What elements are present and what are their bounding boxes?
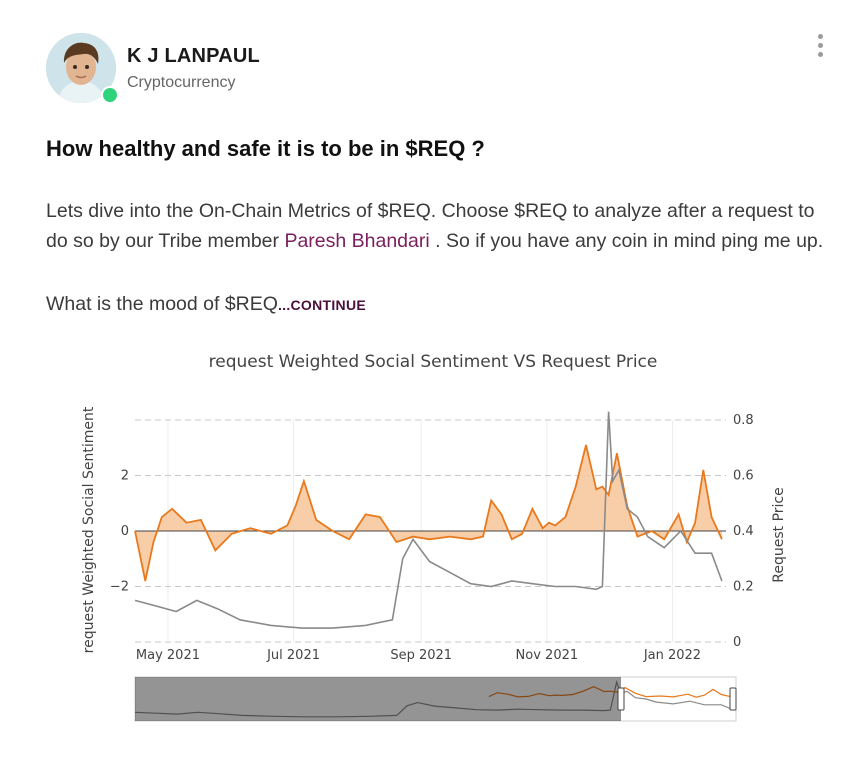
x-tick-label: Nov 2021 [516,648,579,663]
author-name[interactable]: K J LANPAUL [127,45,260,67]
y-tick-labels: 2 0 −2 [110,469,129,595]
range-slider-right-handle[interactable] [729,687,737,711]
avatar[interactable] [46,33,116,103]
post-body-text: Lets dive into the On-Chain Metrics of $… [46,200,815,252]
sentiment-line [134,444,723,582]
online-status-icon [101,86,119,104]
y2-axis-label: Request Price [771,487,787,582]
price-line [134,411,723,629]
y-tick-label: 0 [121,524,129,539]
x-tick-label: Jul 2021 [266,648,320,663]
continue-link[interactable]: ...CONTINUE [277,297,367,313]
x-tick-label: Jan 2022 [643,648,701,663]
y-tick-label: −2 [110,580,129,595]
range-slider-mask [135,677,621,721]
post-teaser: What is the mood of $REQ...CONTINUE [46,293,366,316]
post-body-text-end: . So if you have any coin in mind ping m… [429,230,824,252]
y-tick-label: 2 [121,469,129,484]
chart-title: request Weighted Social Sentiment VS Req… [209,352,658,372]
y2-tick-label: 0 [733,635,741,650]
y-axis-label: request Weighted Social Sentiment [81,406,97,653]
y2-tick-label: 0.8 [733,413,754,428]
x-tick-labels: May 2021 Jul 2021 Sep 2021 Nov 2021 Jan 2022 [136,648,701,663]
range-slider-track [134,676,737,722]
sentiment-price-chart: request Weighted Social Sentiment VS Req… [81,352,787,722]
post-body: Lets dive into the On-Chain Metrics of $… [46,196,836,256]
y2-tick-label: 0.4 [733,524,754,539]
mini-sentiment-line [488,686,732,698]
post-title: How healthy and safe it is to be in $REQ… [46,136,485,161]
more-vertical-icon[interactable] [813,34,827,60]
y2-tick-label: 0.6 [733,469,754,484]
x-tick-label: May 2021 [136,648,200,663]
mini-price-line [134,680,733,718]
post-teaser-text: What is the mood of $REQ [46,293,278,315]
member-mention-link[interactable]: Paresh Bhandari [284,230,430,252]
y2-tick-labels: 0.8 0.6 0.4 0.2 0 [733,413,754,650]
range-slider[interactable] [134,676,737,722]
y2-tick-label: 0.2 [733,580,754,595]
avatar-icon [46,33,116,103]
range-slider-left-handle[interactable] [617,687,625,711]
x-tick-label: Sep 2021 [390,648,452,663]
author-category[interactable]: Cryptocurrency [127,74,236,91]
